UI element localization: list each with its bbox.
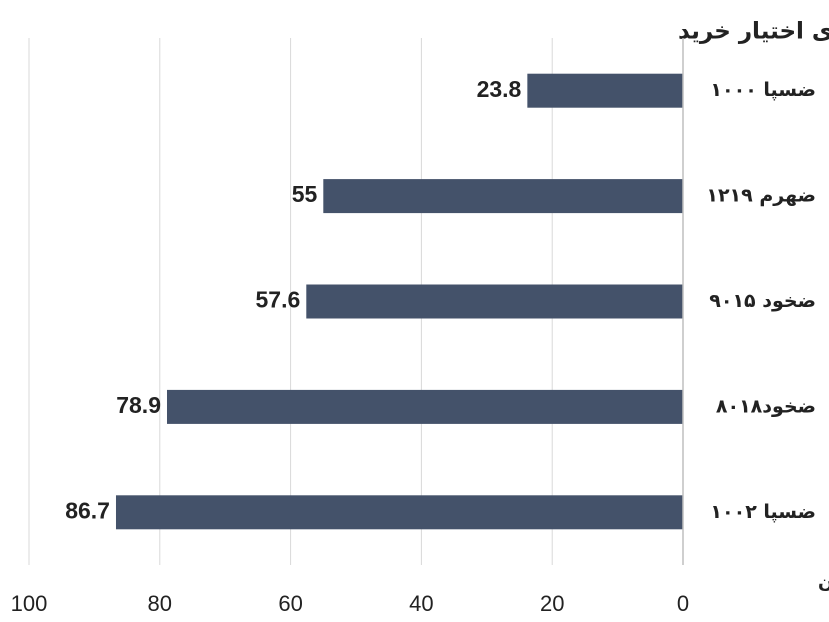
x-tick-label: 60: [278, 591, 302, 616]
value-label: 78.9: [116, 392, 161, 418]
y-tick-label: ضخود۸۰۱۸: [716, 395, 816, 417]
x-tick-label: 20: [540, 591, 564, 616]
bar: [527, 73, 683, 108]
bar: [323, 179, 683, 214]
chart-title: بیشترین ارزش معاملات قراردادهای اختیار خ…: [678, 19, 829, 45]
y-tick-label: ضسپا ۱۰۰۰: [710, 79, 816, 101]
x-axis-label: میلیارد تومان: [818, 572, 829, 593]
bar: [166, 389, 683, 424]
bar: [115, 495, 684, 530]
value-label: 57.6: [256, 287, 301, 313]
x-tick-label: 40: [409, 591, 433, 616]
x-tick-label: 0: [677, 591, 689, 616]
y-tick-label: ضخود ۹۰۱۵: [709, 290, 816, 312]
value-label: 86.7: [65, 497, 110, 523]
value-label: 55: [292, 181, 318, 207]
bar: [306, 284, 683, 319]
value-label: 23.8: [477, 76, 522, 102]
y-tick-label: ضسپا ۱۰۰۲: [710, 501, 816, 523]
y-tick-label: ضهرم ۱۲۱۹: [706, 185, 816, 207]
x-tick-label: 100: [11, 591, 48, 616]
x-tick-label: 80: [148, 591, 172, 616]
